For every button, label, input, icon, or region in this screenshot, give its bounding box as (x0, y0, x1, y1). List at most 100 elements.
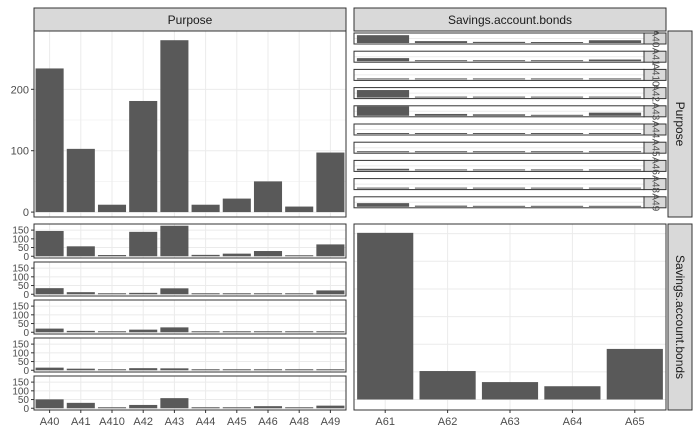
bar-A65-A49 (316, 405, 345, 409)
bar-A44-A62 (414, 133, 468, 134)
bar-A44-A63 (472, 133, 526, 134)
panel-frame (33, 375, 347, 411)
bar-A410-A62 (414, 78, 468, 80)
strip-row-small (643, 50, 667, 63)
x-tick-label: A41 (71, 416, 91, 428)
bar-A40-A64 (530, 42, 584, 43)
x-tick-label: A43 (165, 416, 185, 428)
x-tick-label: A64 (563, 416, 583, 428)
bar-A62-A45 (222, 293, 251, 295)
bar-A48-A65 (588, 187, 642, 189)
bar-A48-A63 (472, 187, 526, 189)
bar-A44-A61 (356, 133, 410, 134)
bar-A49 (316, 152, 345, 213)
bar-A46-A63 (472, 169, 526, 171)
bar-A61-A42 (129, 231, 158, 257)
bar-A61-A45 (222, 253, 251, 257)
panel-frame (33, 223, 347, 259)
bar-A41-A65 (588, 59, 642, 62)
y-tick-label: 0 (23, 290, 29, 301)
y-tick-label: 50 (18, 357, 30, 368)
axis-layer: 0100200050100150050100150050100150050100… (11, 84, 645, 428)
bar-layer (35, 35, 663, 409)
bar-A61-A410 (97, 255, 127, 257)
y-tick-label: 50 (18, 281, 30, 292)
bar-A46-A62 (414, 169, 468, 171)
bar-A63-A410 (97, 331, 127, 333)
bar-A62-A48 (285, 293, 314, 295)
x-tick-label: A46 (258, 416, 278, 428)
bar-A61-A44 (191, 254, 220, 257)
bar-A62-A410 (97, 293, 127, 295)
bar-A62-A49 (316, 290, 345, 295)
bar-A49-A61 (356, 203, 410, 207)
bar-A62-A41 (66, 292, 95, 295)
bar-A48-A61 (356, 187, 410, 189)
bar-A41-A62 (414, 60, 468, 62)
bar-A43 (160, 40, 189, 213)
x-tick-label: A40 (40, 416, 60, 428)
x-tick-label: A49 (321, 416, 341, 428)
strip-row-small-label: A42 (650, 84, 661, 102)
bar-A65-A40 (35, 399, 64, 409)
y-tick-label: 0 (23, 328, 29, 339)
bar-A61-A48 (285, 255, 314, 257)
strip-row-top (667, 30, 693, 218)
bar-A43-A62 (414, 113, 468, 116)
bar-A61-A41 (66, 246, 95, 257)
bar-A61-A49 (316, 244, 345, 257)
bar-A65-A45 (222, 407, 251, 409)
strip-row-small-label: A46 (650, 157, 661, 175)
strip-col-left (33, 7, 347, 32)
bar-A62-A43 (160, 288, 189, 295)
bar-A49-A64 (530, 205, 584, 207)
bar-A43-A64 (530, 114, 584, 116)
bar-A44 (191, 204, 220, 213)
bar-A49-A65 (588, 205, 642, 207)
bar-A42-A62 (414, 96, 468, 98)
bar-A62 (419, 371, 476, 400)
y-tick-label: 100 (12, 234, 29, 245)
strip-row-small-label: A410 (650, 63, 661, 87)
bar-A61-A40 (35, 230, 64, 257)
bar-A48-A64 (530, 187, 584, 189)
bar-A42-A63 (472, 96, 526, 98)
bar-A63-A48 (285, 331, 314, 333)
x-tick-label: A48 (289, 416, 309, 428)
bar-A63-A49 (316, 331, 345, 333)
bar-A40 (35, 68, 64, 213)
strip-row-small-label: A48 (650, 175, 661, 193)
bar-A65-A48 (285, 407, 314, 409)
strip-row-small (643, 123, 667, 136)
bar-A46 (253, 181, 283, 213)
strip-row-small (643, 178, 667, 191)
bar-A62-A44 (191, 293, 220, 295)
bar-A65-A42 (129, 404, 158, 409)
x-tick-label: A65 (625, 416, 645, 428)
bar-A43-A65 (588, 112, 642, 116)
strip-row-small (643, 159, 667, 172)
strip-col-right (353, 7, 667, 32)
panel-frame (33, 261, 347, 297)
bar-A61 (357, 232, 414, 400)
bar-A63-A42 (129, 329, 158, 333)
strip-row-small-label: A40 (650, 30, 661, 48)
bar-A64-A40 (35, 367, 64, 371)
y-tick-label: 200 (11, 84, 29, 96)
strip-row-small-label: A49 (650, 193, 661, 211)
bar-A49-A62 (414, 205, 468, 207)
strip-row-small-label: A44 (650, 121, 661, 139)
y-tick-label: 150 (12, 264, 29, 275)
panel-frame (33, 337, 347, 373)
strip-row-small-label: A45 (650, 139, 661, 157)
bar-A65-A44 (191, 407, 220, 409)
bar-A65-A410 (97, 407, 127, 409)
y-tick-label: 100 (12, 310, 29, 321)
x-tick-label: A61 (375, 416, 395, 428)
bar-A46-A64 (530, 169, 584, 171)
strip-row-small (643, 141, 667, 154)
strip-row-small-label: A41 (650, 48, 661, 66)
strip-row-small (643, 196, 667, 209)
strip-row-top-label: Purpose (673, 102, 687, 147)
